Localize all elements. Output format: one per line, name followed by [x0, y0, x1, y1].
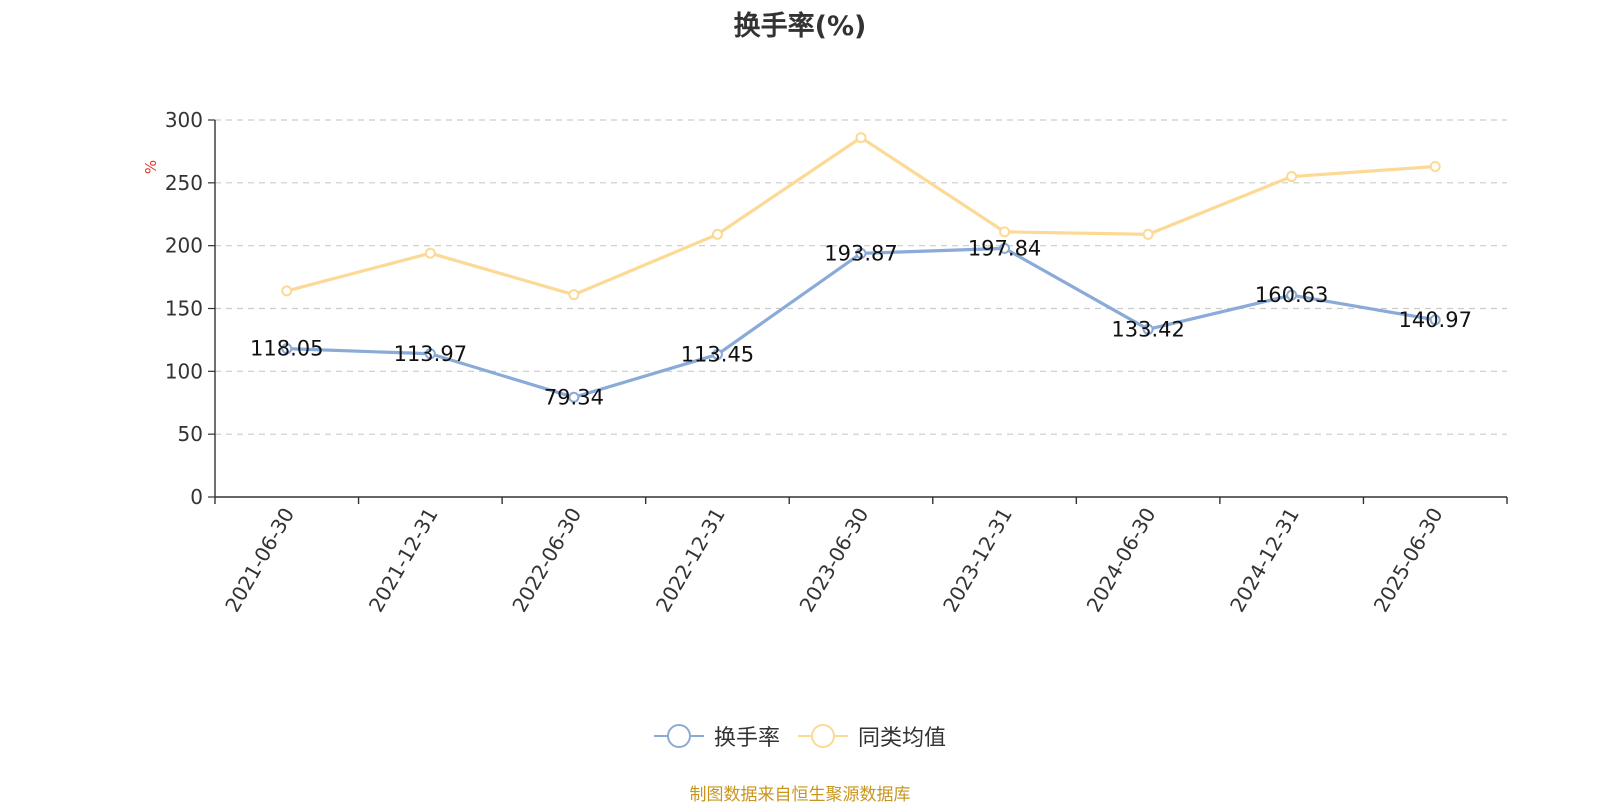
x-tick-label: 2022-06-30	[507, 504, 586, 617]
data-label: 113.45	[681, 342, 754, 366]
data-point[interactable]	[999, 242, 1011, 254]
data-label: 118.05	[250, 337, 323, 361]
data-label: 160.63	[1255, 283, 1328, 307]
series-line	[286, 135, 1436, 297]
x-tick-label: 2021-12-31	[364, 504, 443, 617]
x-tick-label: 2024-06-30	[1082, 504, 1161, 617]
legend-item-peer-average[interactable]: 同类均值	[798, 720, 946, 752]
y-tick-label: 250	[165, 171, 203, 195]
series-layer	[281, 132, 1441, 403]
data-point[interactable]	[568, 289, 580, 301]
x-tick-label: 2024-12-31	[1225, 504, 1304, 617]
data-point[interactable]	[1142, 323, 1154, 335]
x-tick-label: 2021-06-30	[220, 504, 299, 617]
data-label: 79.34	[544, 385, 604, 409]
y-tick-label: 50	[178, 422, 203, 446]
legend-item-turnover[interactable]: 换手率	[653, 720, 780, 752]
chart-title: 换手率(%)	[733, 11, 867, 42]
y-tick-label: 100	[165, 359, 203, 383]
data-point[interactable]	[1429, 314, 1441, 326]
data-point[interactable]	[855, 247, 867, 259]
y-tick-label: 150	[165, 297, 203, 321]
data-point[interactable]	[1286, 289, 1298, 301]
x-tick-label: 2023-12-31	[938, 504, 1017, 617]
series-line	[286, 246, 1436, 399]
data-label: 140.97	[1398, 308, 1471, 332]
x-tick-label: 2022-12-31	[651, 504, 730, 617]
data-point[interactable]	[281, 285, 293, 297]
data-point[interactable]	[1286, 171, 1298, 183]
data-label: 133.42	[1111, 317, 1184, 341]
y-tick-label: 0	[190, 485, 203, 509]
data-point[interactable]	[855, 132, 867, 144]
data-point[interactable]	[711, 228, 723, 240]
data-point[interactable]	[568, 391, 580, 403]
data-point[interactable]	[424, 348, 436, 360]
axis-layer: 0 50 100 150 200 250 300 2021-06-30 2021-12-31 20…	[165, 108, 1508, 617]
data-label: 113.97	[394, 342, 467, 366]
data-point[interactable]	[711, 348, 723, 360]
data-point[interactable]	[281, 343, 293, 355]
y-tick-label: 300	[165, 108, 203, 132]
circle-line-icon	[653, 724, 704, 748]
data-label: 193.87	[824, 241, 897, 265]
source-note: 制图数据来自恒生聚源数据库	[689, 785, 911, 805]
data-point[interactable]	[424, 247, 436, 259]
legend: 换手率 同类均值	[0, 720, 1600, 752]
x-tick-label: 2025-06-30	[1369, 504, 1448, 617]
x-tick-label: 2023-06-30	[794, 504, 873, 617]
data-point[interactable]	[1429, 160, 1441, 172]
data-label-layer: 118.05 113.97 79.34 113.45 193.87 197.84 133.4…	[250, 236, 1472, 409]
y-tick-label: 200	[165, 234, 203, 258]
grid-layer	[215, 119, 1507, 435]
data-label: 197.84	[968, 236, 1041, 260]
data-point[interactable]	[1142, 228, 1154, 240]
legend-label-peer-average: 同类均值	[858, 726, 947, 751]
legend-label-turnover: 换手率	[713, 726, 780, 751]
data-point[interactable]	[999, 226, 1011, 238]
circle-line-icon	[798, 724, 848, 748]
y-axis-label: %	[142, 160, 160, 174]
